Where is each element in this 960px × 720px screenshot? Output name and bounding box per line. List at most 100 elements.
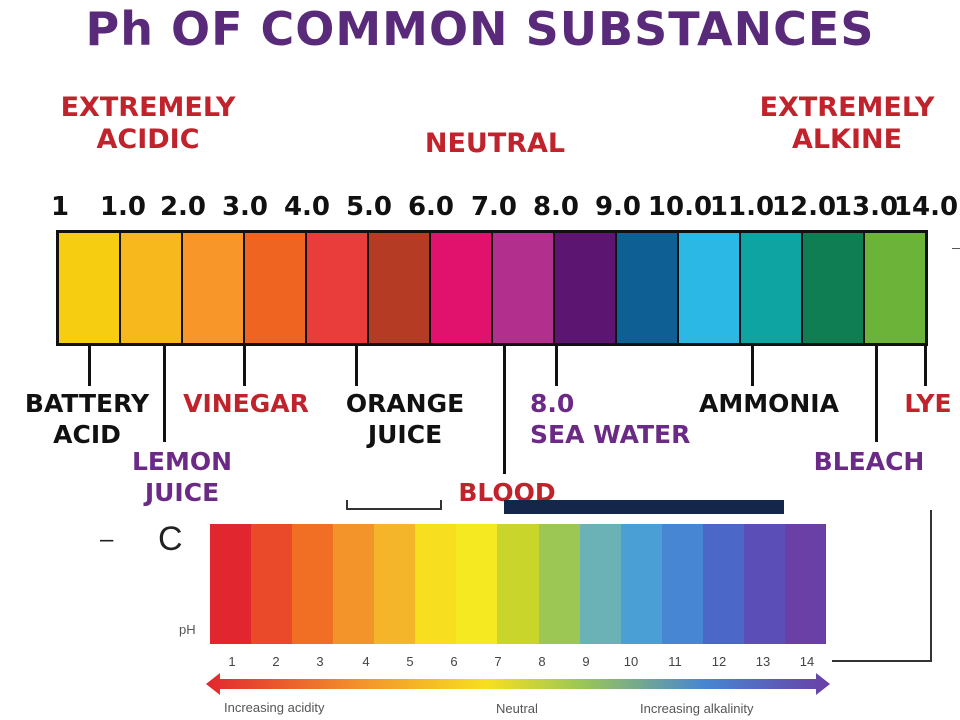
- scale-number: 4.0: [283, 192, 331, 222]
- ph-tick-label: 9: [582, 654, 590, 669]
- scale-number: 7.0: [470, 192, 518, 222]
- ph-gradient-cell: [497, 524, 539, 644]
- connector-line: [930, 510, 932, 662]
- ph-color-cell: [803, 233, 865, 343]
- ph-gradient-cell: [374, 524, 416, 644]
- label-line: LYE: [904, 389, 952, 418]
- ph-color-cell: [555, 233, 617, 343]
- letter-fragment: C: [158, 520, 183, 558]
- label-line: JUICE: [367, 420, 443, 449]
- header-extremely-acidic: EXTREMELY ACIDIC: [48, 92, 248, 156]
- header-right-line1: EXTREMELY: [759, 92, 935, 123]
- ph-tick-label: 14: [799, 654, 815, 669]
- pointer-line: [163, 346, 166, 442]
- ph-color-cell: [307, 233, 369, 343]
- ph-gradient-cell: [743, 524, 785, 644]
- pointer-line: [555, 346, 558, 386]
- ph-tick-label: 12: [711, 654, 727, 669]
- pointer-line: [751, 346, 754, 386]
- ph-gradient-bar: [210, 524, 826, 644]
- caption-neutral: Neutral: [496, 701, 538, 716]
- scale-number: 9.0: [594, 192, 642, 222]
- header-left-line1: EXTREMELY: [60, 92, 236, 123]
- ph-gradient-cell: [661, 524, 703, 644]
- ph-gradient-cell: [415, 524, 457, 644]
- label-line: BLEACH: [813, 447, 925, 476]
- ph-tick-label: 11: [668, 654, 682, 669]
- ph-tick-label: 10: [623, 654, 639, 669]
- ph-gradient-cell: [333, 524, 375, 644]
- scale-number: 1: [50, 192, 70, 222]
- pointer-line: [875, 346, 878, 442]
- label-battery-acid: BATTERY ACID: [20, 388, 154, 450]
- ph-axis-label: pH: [179, 622, 196, 637]
- label-line: AMMONIA: [699, 389, 839, 418]
- ph-color-cell: [59, 233, 121, 343]
- ph-gradient-cell: [210, 524, 252, 644]
- scale-number: 14.0: [893, 192, 959, 222]
- ph-tick-label: 8: [538, 654, 546, 669]
- scale-number: 5.0: [345, 192, 393, 222]
- label-vinegar: VINEGAR: [176, 388, 316, 419]
- ph-tick-label: 13: [755, 654, 771, 669]
- bracket-fragment: [346, 500, 442, 510]
- label-line: ORANGE: [345, 389, 465, 418]
- ph-gradient-cell: [620, 524, 662, 644]
- ph-gradient-cell: [292, 524, 334, 644]
- ph-color-cell: [865, 233, 925, 343]
- ph-gradient-cell: [538, 524, 580, 644]
- pointer-line: [88, 346, 91, 386]
- ph-tick-label: 2: [272, 654, 280, 669]
- header-neutral: NEUTRAL: [424, 128, 566, 159]
- scale-number: 12.0: [771, 192, 837, 222]
- label-line: VINEGAR: [183, 389, 309, 418]
- ph-color-cell: [183, 233, 245, 343]
- header-right-line2: ALKINE: [791, 124, 903, 155]
- label-line: JUICE: [144, 478, 220, 507]
- gradient-arrow: [206, 673, 830, 695]
- caption-increasing-alkalinity: Increasing alkalinity: [640, 701, 754, 716]
- label-ammonia: AMMONIA: [690, 388, 848, 419]
- ph-color-cell: [493, 233, 555, 343]
- ph-tick-label: 6: [450, 654, 458, 669]
- edge-mark: [952, 248, 960, 249]
- pointer-line: [924, 346, 927, 386]
- label-line: SEA WATER: [530, 420, 691, 449]
- caption-increasing-acidity: Increasing acidity: [224, 700, 325, 715]
- connector-line: [832, 660, 932, 662]
- label-line: BATTERY: [24, 389, 150, 418]
- ph-tick-label: 1: [228, 654, 236, 669]
- scale-number: 2.0: [159, 192, 207, 222]
- label-sea-water: 8.0 SEA WATER: [530, 388, 690, 450]
- ph-tick-label: 3: [316, 654, 324, 669]
- ph-color-cell: [741, 233, 803, 343]
- ph-gradient-cell: [456, 524, 498, 644]
- ph-tick-label: 5: [406, 654, 414, 669]
- background-image-fragment: [504, 500, 784, 514]
- ph-tick-label: 4: [362, 654, 370, 669]
- page-title: Ph OF COMMON SUBSTANCES: [85, 2, 875, 56]
- pointer-line: [355, 346, 358, 386]
- label-lemon-juice: LEMON JUICE: [120, 446, 244, 508]
- scale-number: 11.0: [709, 192, 775, 222]
- header-left-line2: ACIDIC: [96, 124, 200, 155]
- scale-number: 3.0: [221, 192, 269, 222]
- label-bleach: BLEACH: [806, 446, 932, 477]
- ph-color-cell: [121, 233, 183, 343]
- ph-color-cell: [617, 233, 679, 343]
- ph-gradient-cell: [702, 524, 744, 644]
- ph-gradient-cell: [251, 524, 293, 644]
- scale-number: 8.0: [532, 192, 580, 222]
- ph-color-cell: [245, 233, 307, 343]
- label-lye: LYE: [900, 388, 956, 419]
- pointer-line: [243, 346, 246, 386]
- pointer-line: [503, 346, 506, 474]
- ph-gradient-cell: [784, 524, 826, 644]
- ph-color-bar: [56, 230, 928, 346]
- scale-number: 1.0: [99, 192, 147, 222]
- label-orange-juice: ORANGE JUICE: [330, 388, 480, 450]
- ph-gradient-cell: [579, 524, 621, 644]
- ph-color-cell: [431, 233, 493, 343]
- label-line: 8.0: [530, 389, 575, 418]
- ph-color-cell: [679, 233, 741, 343]
